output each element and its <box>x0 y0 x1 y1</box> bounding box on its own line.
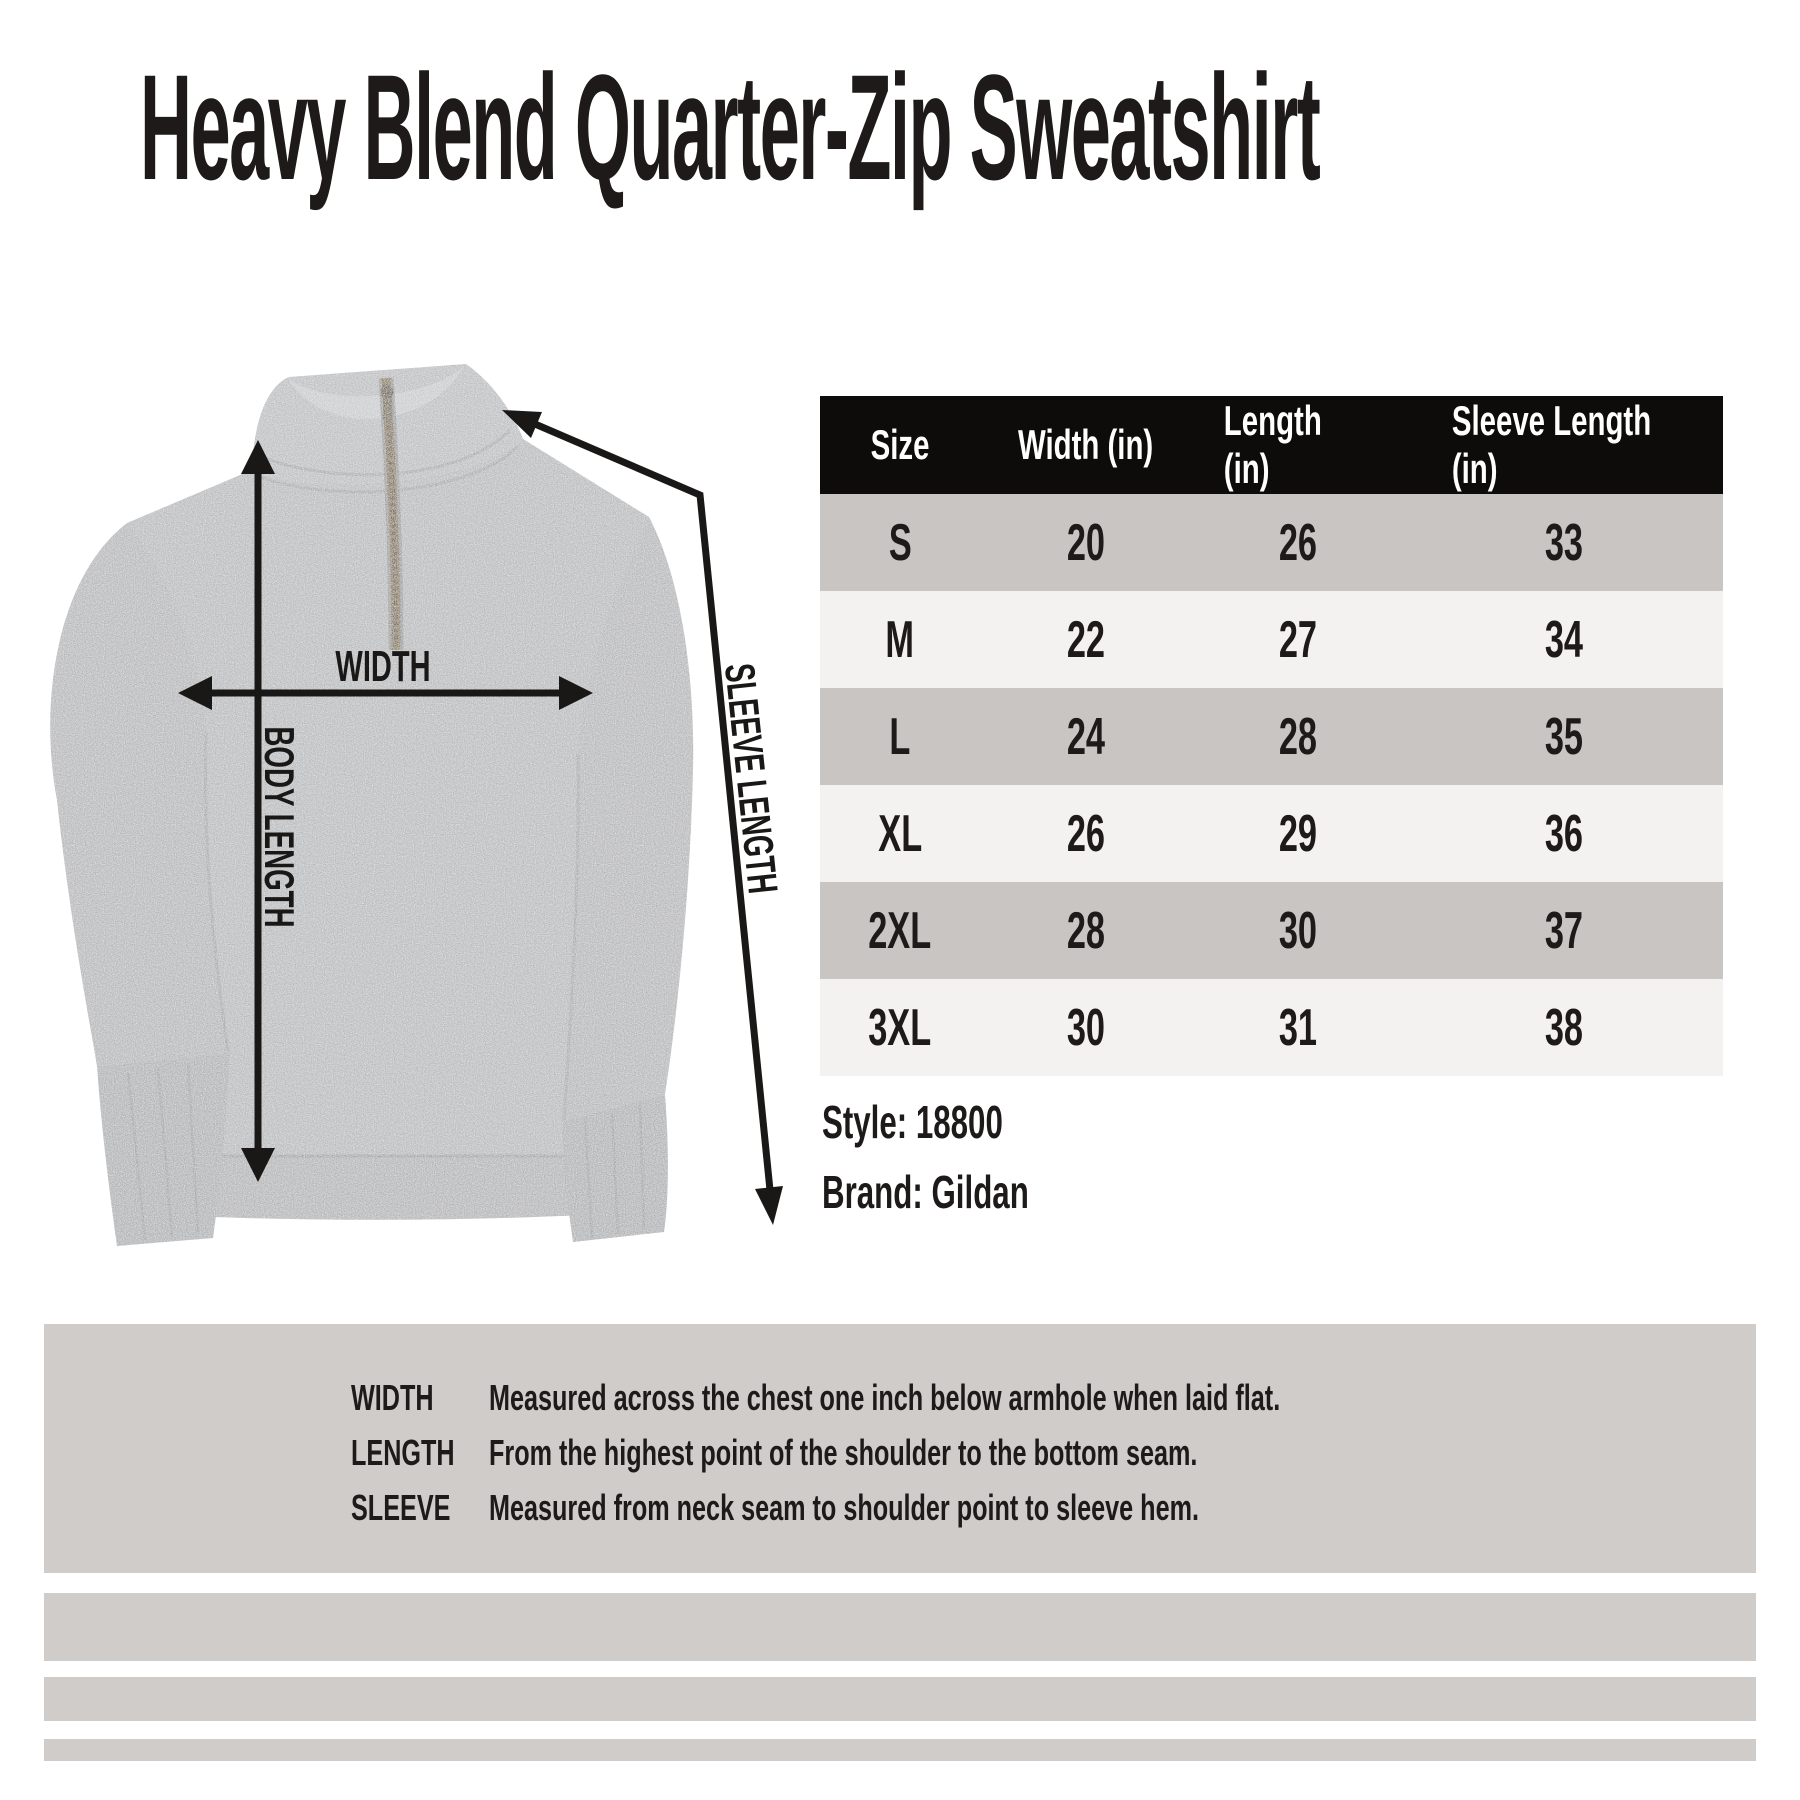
sweatshirt-left-cuff <box>97 1054 230 1246</box>
sweatshirt-measurement-diagram: WIDTH BODY LENGTH SLEEVE LENGTH <box>50 364 787 1246</box>
table-cell: M <box>885 610 915 669</box>
table-cell: S <box>888 513 912 572</box>
sweatshirt-collar-inner <box>289 366 464 419</box>
table-cell: 38 <box>1544 998 1583 1057</box>
sweatshirt-illustration <box>50 364 694 1246</box>
column-header-width: Width (in) <box>1018 421 1154 468</box>
table-cell: 36 <box>1544 804 1583 863</box>
table-cell: 24 <box>1066 707 1106 766</box>
definition-description: From the highest point of the shoulder t… <box>489 1432 1198 1473</box>
table-cell: 28 <box>1066 901 1106 960</box>
table-cell: 22 <box>1066 610 1106 669</box>
right-cuff-ribs <box>583 1103 646 1239</box>
table-cell: 3XL <box>868 998 932 1057</box>
table-cell: 35 <box>1544 707 1583 766</box>
definition-term: LENGTH <box>351 1432 455 1473</box>
decorative-stripe <box>44 1739 1756 1761</box>
table-cell: 26 <box>1278 513 1318 572</box>
table-cell: 28 <box>1278 707 1318 766</box>
table-cell: 31 <box>1278 998 1318 1057</box>
table-row: S 20 26 33 <box>820 494 1723 591</box>
size-table-header-row: Size Width (in) Length (in) Sleeve Lengt… <box>820 396 1723 494</box>
table-cell: 34 <box>1544 610 1583 669</box>
sweatshirt-left-sleeve <box>50 523 230 1066</box>
table-cell: 37 <box>1544 901 1583 960</box>
column-header-size: Size <box>870 421 930 468</box>
column-header-length: Length (in) <box>1223 397 1322 492</box>
left-cuff-ribs <box>126 1063 200 1241</box>
table-cell: 2XL <box>868 901 932 960</box>
table-cell: 29 <box>1278 804 1318 863</box>
width-arrow-label: WIDTH <box>335 641 430 691</box>
column-header-sleeve-length: Sleeve Length (in) <box>1451 397 1652 492</box>
table-cell: 20 <box>1066 513 1106 572</box>
style-line: Style: 18800 <box>822 1088 1126 1158</box>
table-cell: 26 <box>1066 804 1106 863</box>
size-table: Size Width (in) Length (in) Sleeve Lengt… <box>820 396 1723 1076</box>
style-text: Style: 18800 <box>822 1096 1003 1148</box>
sweatshirt-hem-band <box>140 1156 642 1220</box>
brand-text: Brand: Gildan <box>822 1165 1029 1218</box>
decorative-stripe <box>44 1677 1756 1721</box>
sweatshirt-right-sleeve <box>563 517 694 1122</box>
body-length-arrow <box>241 440 275 1182</box>
zipper-teeth <box>383 383 399 647</box>
definitions-list: WIDTH Measured across the chest one inch… <box>351 1378 1716 1528</box>
decorative-stripe <box>44 1593 1756 1661</box>
table-row: 3XL 30 31 38 <box>820 979 1723 1076</box>
definition-term: SLEEVE <box>351 1487 451 1528</box>
sleeve-seams <box>203 731 580 1121</box>
table-cell: L <box>889 707 911 766</box>
table-cell: 27 <box>1278 610 1318 669</box>
table-cell: 30 <box>1066 998 1106 1057</box>
definition-description: Measured across the chest one inch below… <box>489 1377 1281 1418</box>
page-title-text: Heavy Blend Quarter-Zip Sweatshirt <box>140 43 1321 211</box>
table-cell: XL <box>878 804 922 863</box>
body-length-arrow-label: BODY LENGTH <box>256 726 303 927</box>
page-title: Heavy Blend Quarter-Zip Sweatshirt <box>140 52 1800 202</box>
definition-description: Measured from neck seam to shoulder poin… <box>489 1487 1199 1528</box>
brand-line: Brand: Gildan <box>822 1158 1126 1228</box>
zipper-slider <box>380 385 394 399</box>
table-row: XL 26 29 36 <box>820 785 1723 882</box>
table-cell: 33 <box>1544 513 1583 572</box>
width-arrow <box>178 676 593 710</box>
table-row: L 24 28 35 <box>820 688 1723 785</box>
zipper-pull <box>383 398 392 422</box>
product-meta: Style: 18800 Brand: Gildan <box>822 1088 1126 1228</box>
definition-term: WIDTH <box>351 1377 434 1418</box>
table-row: M 22 27 34 <box>820 591 1723 688</box>
table-row: 2XL 28 30 37 <box>820 882 1723 979</box>
table-cell: 30 <box>1278 901 1318 960</box>
definitions-band: WIDTH Measured across the chest one inch… <box>44 1324 1756 1573</box>
sleeve-length-arrow <box>502 410 783 1225</box>
